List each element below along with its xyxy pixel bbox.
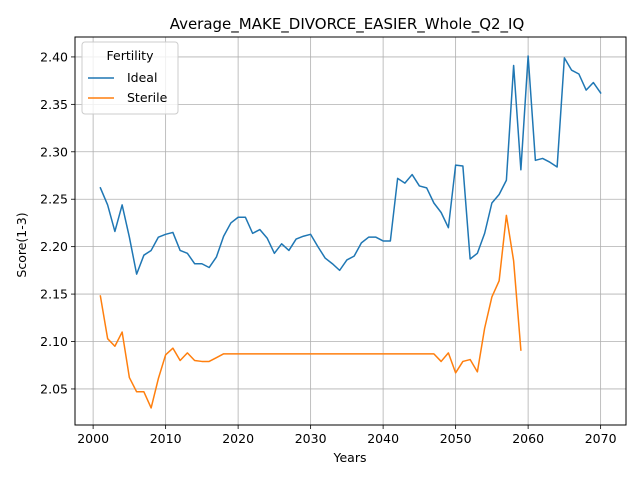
x-tick-label: 2070 [585, 431, 617, 446]
x-tick-label: 2010 [150, 431, 182, 446]
y-axis-label: Score(1-3) [14, 212, 29, 277]
legend-title: Fertility [107, 48, 155, 63]
x-tick-label: 2020 [222, 431, 254, 446]
y-tick-label: 2.40 [40, 49, 68, 64]
legend-box [81, 41, 179, 115]
x-axis-label: Years [333, 450, 367, 465]
x-tick-label: 2030 [295, 431, 327, 446]
y-tick-label: 2.20 [40, 239, 68, 254]
series-layer [99, 55, 602, 409]
y-axis-ticks: 2.05 2.10 2.15 2.20 2.25 2.30 2.35 2.40 [40, 49, 75, 396]
y-tick-label: 2.35 [40, 97, 68, 112]
x-tick-label: 2050 [440, 431, 472, 446]
x-axis-ticks: 2000 2010 2020 2030 2040 2050 2060 2070 [77, 425, 617, 446]
chart-title: Average_MAKE_DIVORCE_EASIER_Whole_Q2_IQ [170, 15, 525, 34]
x-tick-label: 2040 [367, 431, 399, 446]
series-line-ideal [99, 55, 602, 275]
legend-label-sterile: Sterile [127, 90, 168, 105]
y-tick-label: 2.10 [40, 334, 68, 349]
y-tick-label: 2.05 [40, 381, 68, 396]
y-tick-label: 2.15 [40, 287, 68, 302]
x-tick-label: 2000 [77, 431, 109, 446]
legend-label-ideal: Ideal [127, 70, 157, 85]
y-tick-label: 2.30 [40, 144, 68, 159]
y-tick-label: 2.25 [40, 192, 68, 207]
series-line-sterile [99, 214, 522, 409]
legend: Fertility Ideal Sterile [81, 41, 179, 115]
x-tick-label: 2060 [512, 431, 544, 446]
axes-frame [74, 36, 627, 426]
